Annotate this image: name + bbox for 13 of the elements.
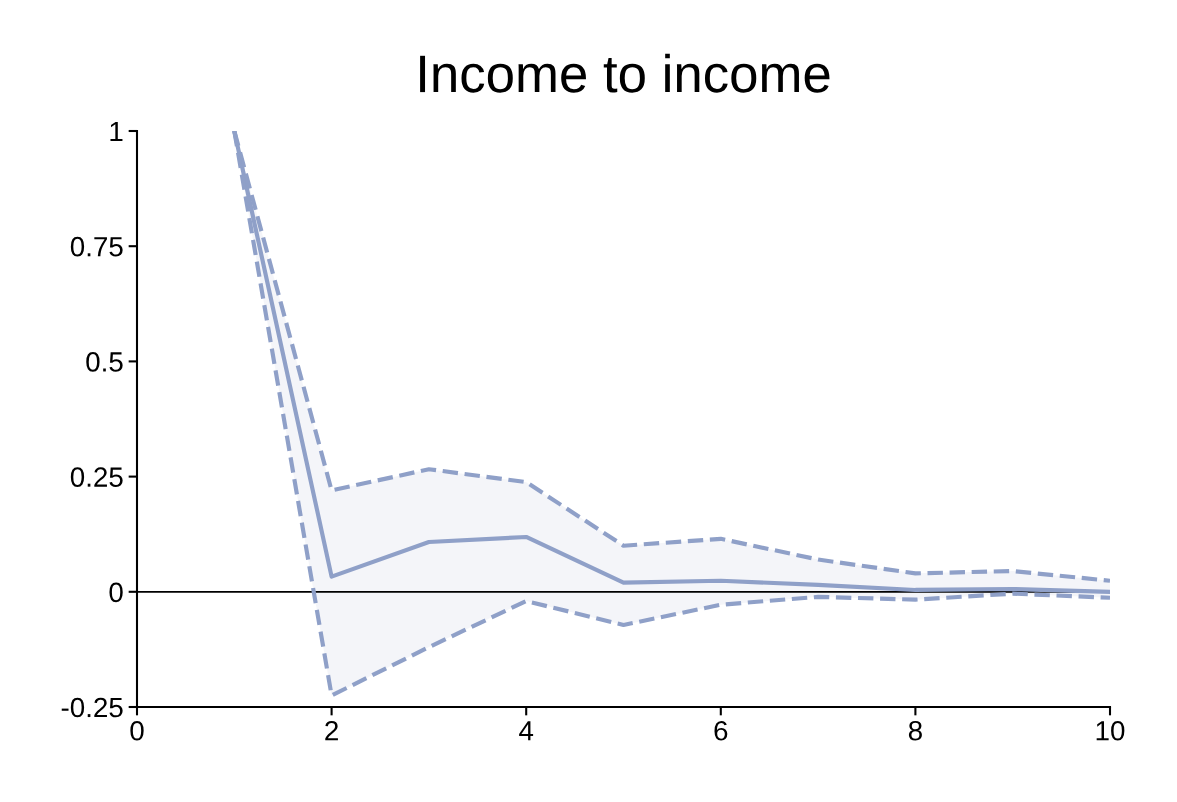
x-tick-label: 6: [714, 720, 728, 741]
chart-title: Income to income: [420, 53, 830, 93]
y-tick-label: -0.25: [61, 697, 123, 718]
y-tick-label: 0: [109, 582, 123, 603]
x-tick-label: 4: [519, 721, 534, 741]
y-tick-label: 0.25: [70, 467, 123, 487]
y-tick-label: 1: [110, 121, 123, 142]
x-tick-label: 10: [1096, 720, 1125, 741]
x-tick-label: 0: [130, 720, 144, 741]
y-tick-label: 0.5: [86, 352, 123, 372]
x-tick-label: 2: [325, 720, 338, 741]
x-tick-label: 8: [908, 720, 922, 741]
y-tick-label: 0.75: [70, 236, 123, 257]
